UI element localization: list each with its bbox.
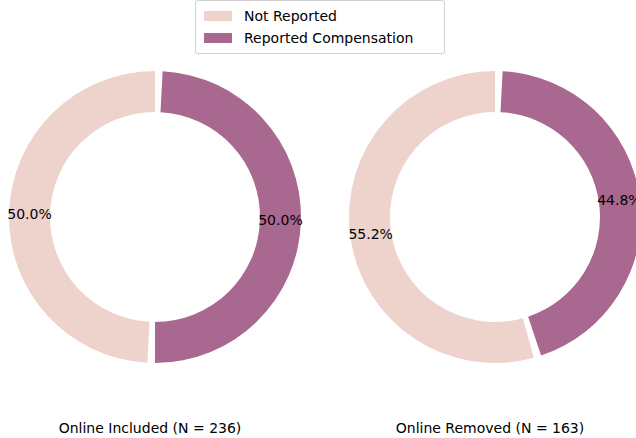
svg-text:44.8%: 44.8% <box>597 192 628 208</box>
svg-text:55.2%: 55.2% <box>348 226 392 242</box>
html-text:Online Removed (N = 163): Online Removed (N = 163) <box>395 420 585 436</box>
html-text:Online Included (N = 236): Online Included (N = 236) <box>58 420 242 436</box>
html-text:Not Reported: Not Reported <box>244 8 337 24</box>
svg-text:50.0%: 50.0% <box>8 206 52 222</box>
html-text:Reported Compensation: Reported Compensation <box>244 30 414 46</box>
svg-text:50.0%: 50.0% <box>258 212 302 228</box>
